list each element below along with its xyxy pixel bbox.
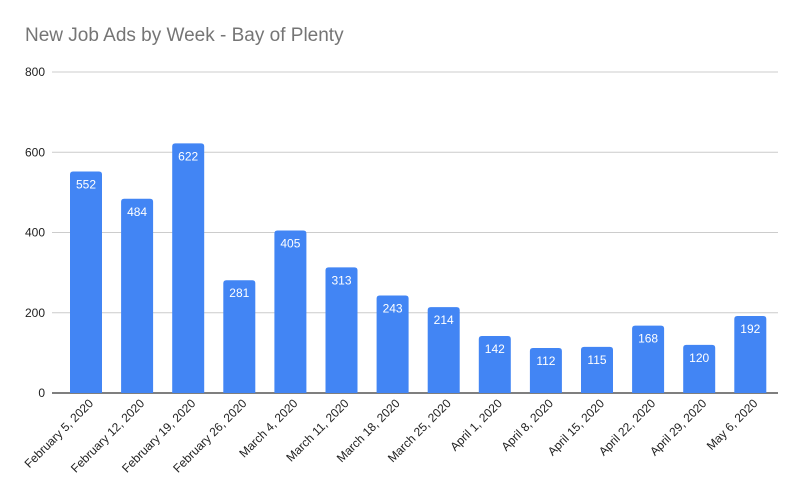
data-label: 192 [740, 322, 760, 336]
y-axis-ticks: 0 200 400 600 800 [25, 65, 45, 400]
x-tick-label: April 1, 2020 [447, 396, 505, 454]
bar [581, 346, 613, 393]
bar [632, 325, 665, 393]
y-tick-label: 600 [25, 145, 45, 159]
data-label: 552 [76, 178, 96, 192]
data-label: 142 [485, 342, 505, 356]
data-label: 313 [331, 273, 351, 287]
bar [376, 295, 409, 393]
bar [70, 171, 102, 393]
data-label: 484 [127, 205, 147, 219]
chart-title: New Job Ads by Week - Bay of Plenty [25, 25, 344, 46]
data-label: 622 [178, 149, 198, 163]
y-tick-label: 800 [25, 65, 45, 79]
data-label: 115 [587, 353, 606, 367]
data-label: 243 [383, 301, 403, 315]
bar [121, 198, 154, 393]
bar [683, 344, 716, 393]
data-labels: 552 484 622 281 405 313 243 214 142 112 115 168 120 1… [76, 149, 761, 368]
bar [325, 267, 358, 393]
bar [529, 348, 562, 393]
data-label: 281 [229, 286, 249, 300]
x-tick-label: May 6, 2020 [704, 396, 761, 453]
bars [70, 143, 767, 393]
bar [223, 280, 256, 393]
bar [172, 143, 205, 393]
data-label: 214 [434, 313, 454, 327]
y-tick-label: 200 [25, 306, 45, 320]
bar [478, 336, 511, 393]
y-tick-label: 0 [38, 386, 45, 400]
gridlines [52, 71, 778, 394]
bar [734, 315, 767, 393]
bar [274, 230, 307, 393]
data-label: 405 [280, 236, 300, 250]
data-label: 112 [536, 354, 555, 368]
y-tick-label: 400 [25, 226, 45, 240]
data-label: 120 [689, 351, 709, 365]
data-label: 168 [638, 332, 658, 346]
bar [427, 307, 460, 393]
